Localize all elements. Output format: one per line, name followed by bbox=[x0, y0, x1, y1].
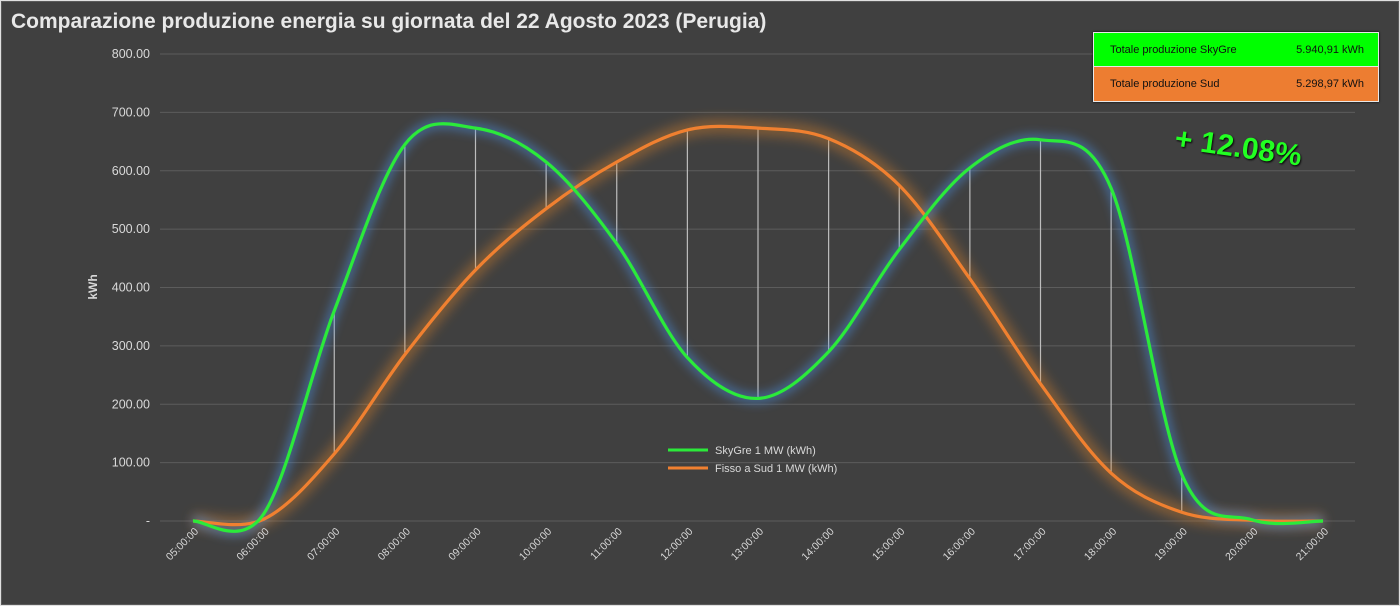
y-tick-label: 300.00 bbox=[112, 339, 150, 353]
summary-label-skygre: Totale produzione SkyGre bbox=[1110, 43, 1237, 56]
x-tick-label: 10:00:00 bbox=[517, 526, 554, 563]
series-lines bbox=[192, 118, 1324, 537]
x-tick-label: 13:00:00 bbox=[729, 526, 766, 563]
x-tick-label: 15:00:00 bbox=[870, 526, 907, 563]
series-line-skygre bbox=[192, 122, 1324, 533]
y-tick-label: 100.00 bbox=[112, 456, 150, 470]
summary-label-sud: Totale produzione Sud bbox=[1110, 78, 1220, 90]
y-tick-label: 200.00 bbox=[112, 397, 150, 411]
x-tick-label: 11:00:00 bbox=[588, 526, 625, 563]
y-tick-label: - bbox=[146, 514, 150, 528]
x-axis: 05:00:00 06:00:00 07:00:00 08:00:00 09:00:00… bbox=[164, 526, 1331, 564]
x-tick-label: 08:00:00 bbox=[376, 526, 413, 563]
x-tick-label: 21:00:00 bbox=[1294, 526, 1331, 563]
summary-row-skygre: Totale produzione SkyGre 5.940,91 kWh bbox=[1094, 33, 1378, 67]
drop-lines bbox=[333, 128, 1183, 513]
x-tick-label: 05:00:00 bbox=[164, 526, 201, 563]
legend: SkyGre 1 MW (kWh) Fisso a Sud 1 MW (kWh) bbox=[668, 445, 837, 475]
y-axis-label: kWh bbox=[86, 274, 100, 299]
y-axis: - 100.00 200.00 300.00 400.00 500.00 600.00 700… bbox=[112, 47, 150, 528]
y-tick-label: 600.00 bbox=[112, 164, 150, 178]
chart-title: Comparazione produzione energia su giorn… bbox=[11, 10, 767, 33]
legend-label-sud: Fisso a Sud 1 MW (kWh) bbox=[715, 463, 837, 475]
y-tick-label: 800.00 bbox=[112, 47, 150, 61]
x-tick-label: 07:00:00 bbox=[305, 526, 342, 563]
x-tick-label: 09:00:00 bbox=[446, 526, 483, 563]
production-summary: Totale produzione SkyGre 5.940,91 kWh To… bbox=[1093, 32, 1379, 102]
x-tick-label: 14:00:00 bbox=[799, 526, 836, 563]
y-tick-label: 700.00 bbox=[112, 105, 150, 119]
y-tick-label: 400.00 bbox=[112, 281, 150, 295]
x-tick-label: 20:00:00 bbox=[1223, 526, 1260, 563]
summary-row-sud: Totale produzione Sud 5.298,97 kWh bbox=[1094, 67, 1378, 101]
legend-label-skygre: SkyGre 1 MW (kWh) bbox=[715, 445, 816, 457]
x-tick-label: 12:00:00 bbox=[658, 526, 695, 563]
summary-value-skygre: 5.940,91 kWh bbox=[1296, 43, 1364, 56]
x-tick-label: 18:00:00 bbox=[1082, 526, 1119, 563]
y-tick-label: 500.00 bbox=[112, 222, 150, 236]
x-tick-label: 19:00:00 bbox=[1152, 526, 1189, 563]
series-line-sud bbox=[192, 124, 1324, 527]
summary-value-sud: 5.298,97 kWh bbox=[1296, 78, 1364, 90]
x-tick-label: 17:00:00 bbox=[1011, 526, 1048, 563]
x-tick-label: 16:00:00 bbox=[941, 526, 978, 563]
